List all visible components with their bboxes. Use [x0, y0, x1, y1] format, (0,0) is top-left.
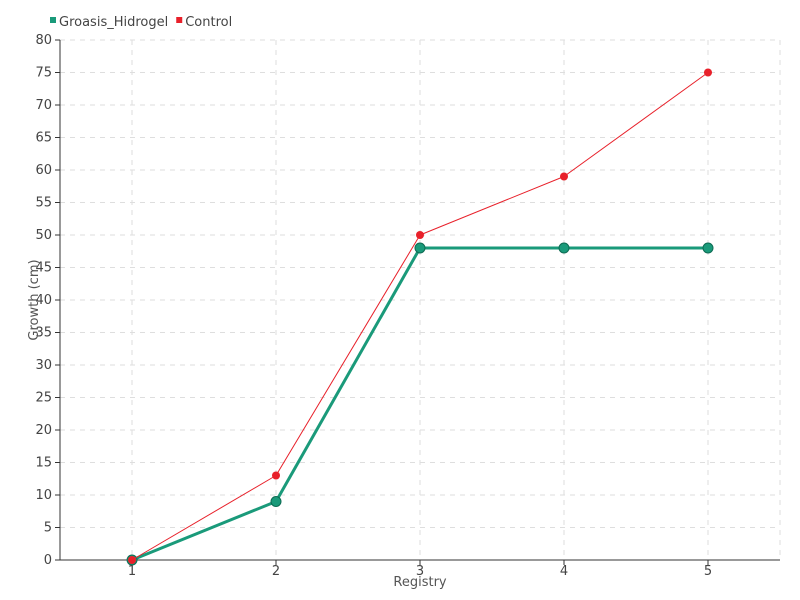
legend-label: Groasis_Hidrogel	[59, 15, 168, 30]
legend-item-groasis-hidrogel[interactable]: Groasis_Hidrogel	[50, 15, 168, 30]
x-tick-label: 5	[704, 564, 712, 579]
legend[interactable]: Groasis_Hidrogel Control	[50, 15, 232, 30]
y-tick-label: 15	[35, 456, 52, 471]
x-tick-label: 2	[272, 564, 280, 579]
data-point-control[interactable]	[128, 556, 136, 564]
y-tick-label: 35	[35, 326, 52, 341]
x-tick-label: 4	[560, 564, 568, 579]
y-tick-label: 20	[35, 423, 52, 438]
y-tick-label: 40	[35, 293, 52, 308]
y-tick-label: 0	[44, 553, 52, 568]
y-tick-label: 60	[35, 163, 52, 178]
y-tick-label: 70	[35, 98, 52, 113]
x-tick-label: 1	[128, 564, 136, 579]
y-tick-label: 75	[35, 66, 52, 81]
y-axis-title: Growth (cm)	[27, 259, 42, 340]
y-tick-label: 45	[35, 261, 52, 276]
legend-swatch	[50, 17, 56, 23]
series-line-control	[131, 72, 709, 561]
y-tick-label: 80	[35, 33, 52, 48]
series-layer	[126, 68, 714, 566]
data-point-control[interactable]	[560, 172, 568, 181]
y-tick-label: 65	[35, 131, 52, 146]
y-tick-label: 30	[35, 358, 52, 373]
grid-layer	[60, 39, 781, 560]
x-tick-label: 3	[416, 564, 424, 579]
data-point-groasis-hidrogel[interactable]	[414, 242, 426, 254]
legend-label: Control	[185, 15, 232, 30]
data-point-groasis-hidrogel[interactable]	[702, 242, 714, 254]
data-point-groasis-hidrogel[interactable]	[270, 496, 282, 507]
data-point-control[interactable]	[272, 471, 280, 480]
data-point-groasis-hidrogel[interactable]	[558, 242, 570, 254]
y-tick-label: 50	[35, 228, 52, 243]
legend-swatch	[176, 17, 183, 23]
legend-item-control[interactable]: Control	[176, 15, 232, 30]
data-point-control[interactable]	[704, 68, 712, 77]
y-tick-label: 5	[44, 521, 52, 536]
y-tick-label: 55	[35, 196, 52, 211]
data-point-control[interactable]	[416, 231, 424, 239]
x-axis-title: Registry	[393, 575, 447, 590]
y-tick-label: 10	[35, 488, 52, 503]
y-tick-label: 25	[35, 391, 52, 406]
